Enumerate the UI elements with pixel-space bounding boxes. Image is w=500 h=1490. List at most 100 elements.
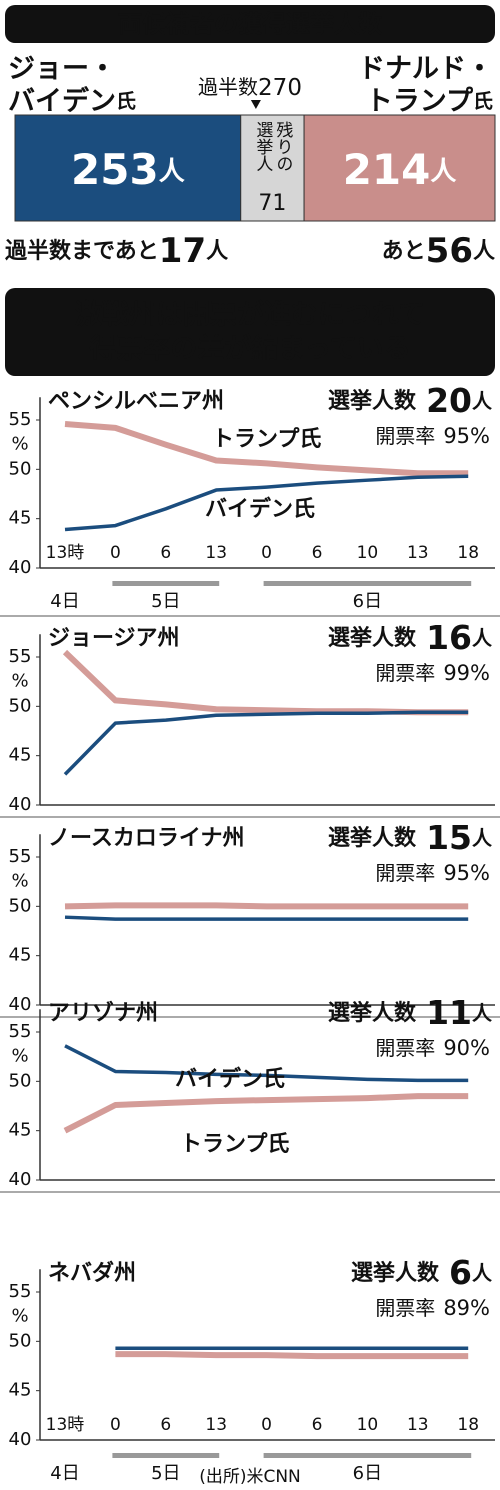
vote-count: 214人 [343,145,457,194]
votes-label: 選挙人数 [328,825,417,851]
series-line [115,1351,469,1360]
y-unit: % [11,671,28,692]
to-majority-label: あと [382,239,426,264]
votes-value: 6 [449,1253,472,1292]
state-name: ペンシルベニア州 [48,389,224,414]
vote-value: 253 [71,145,159,194]
votes-unit: 人 [472,626,493,650]
votes-value: 20 [426,381,472,420]
x-tick-label: 18 [457,1415,479,1435]
x-tick-label: 6 [312,543,323,563]
count-label: 開票率 [375,424,435,448]
to-majority: あと56人 [382,231,495,271]
y-tick-label: 45 [9,745,32,766]
y-tick-label: 55 [9,646,32,667]
y-unit: % [11,434,28,455]
date-label: 6日 [353,1463,382,1484]
x-tick-label: 10 [357,1415,379,1435]
subtitle: 得票率の差が縮まっている [88,333,411,365]
series-label: トランプ氏 [180,1132,289,1157]
votes-unit: 人 [472,1001,493,1025]
x-tick-label: 18 [457,543,479,563]
count-label: 開票率 [375,1036,435,1060]
x-tick-label: 0 [261,543,272,563]
x-tick-label: 6 [312,1415,323,1435]
y-tick-label: 55 [9,1281,32,1302]
x-tick-label: 0 [261,1415,272,1435]
count-rate: 開票率 99% [375,661,490,686]
candidate-name: トランプ氏 [366,86,493,117]
date-span [112,1453,220,1458]
remaining-label: 残りの選挙人 [252,121,293,172]
y-tick-label: 40 [9,994,32,1015]
x-tick-label: 13 [205,1415,227,1435]
source: (出所)米CNN [199,1467,301,1487]
y-tick-label: 55 [9,409,32,430]
x-tick-label: 6 [160,543,171,563]
count-rate: 開票率 89% [375,1296,490,1321]
y-tick-label: 40 [9,1169,32,1190]
candidate-name: ドナルド・ [358,54,493,85]
majority-text: 過半数 [198,75,258,99]
date-span [263,581,472,586]
series-line [63,1093,469,1134]
state-name: アリゾナ州 [48,1000,158,1026]
y-tick-label: 40 [9,557,32,578]
votes-value: 15 [426,818,472,857]
electoral-votes: 選挙人数 20人 [328,381,493,420]
name: トランプ [366,86,474,117]
subtitle: 激戦州は開票が進むにつれて [75,299,425,331]
title-bar [5,5,495,43]
votes-unit: 人 [472,1261,493,1285]
count-rate: 開票率 95% [375,861,490,886]
y-tick-label: 50 [9,695,32,716]
series-line [64,902,469,910]
count-label: 開票率 [375,1296,435,1320]
vote-unit: 人 [159,157,185,187]
x-tick-label: 0 [110,543,121,563]
count-label: 開票率 [375,861,435,885]
votes-label: 選挙人数 [328,625,417,651]
count-value: 89% [443,1296,490,1320]
x-tick-label: 13時 [46,1415,85,1435]
count-value: 90% [443,1036,490,1060]
votes-value: 11 [426,993,472,1032]
series-label: バイデン氏 [175,1066,285,1092]
date-span [112,581,220,586]
series-line [64,1044,469,1083]
electoral-votes: 選挙人数 6人 [351,1253,493,1292]
date-label: 5日 [151,591,180,612]
count-rate: 開票率 90% [375,1036,490,1061]
y-tick-label: 45 [9,1120,32,1141]
date-label: 6日 [353,591,382,612]
electoral-votes: 選挙人数 15人 [328,818,493,857]
candidate-name: バイデン氏 [8,85,136,117]
series-line [64,420,469,477]
votes-unit: 人 [472,826,493,850]
count-value: 95% [443,861,490,885]
y-unit: % [11,1046,28,1067]
to-majority-value: 56 [426,231,473,271]
vote-bar [303,114,496,222]
vote-count: 253人 [71,145,185,194]
series-label: トランプ氏 [212,427,321,452]
y-tick-label: 45 [9,1380,32,1401]
state-name: ネバダ州 [48,1260,136,1286]
state-name: ノースカロライナ州 [48,826,244,851]
votes-label: 選挙人数 [351,1260,440,1286]
to-majority-unit: 人 [473,239,495,264]
y-unit: % [11,871,28,892]
majority-marker [250,100,261,109]
vote-unit: 人 [430,157,456,187]
title: 両候補者の獲得選挙人数 [118,10,383,38]
y-tick-label: 40 [9,794,32,815]
majority-value: 270 [258,75,302,101]
count-rate: 開票率 95% [375,424,490,449]
candidate-name: ジョー・ [8,54,116,85]
name-suffix: 氏 [116,89,136,113]
x-tick-label: 0 [110,1415,121,1435]
count-value: 99% [443,661,490,685]
subtitle-bar [5,288,495,376]
